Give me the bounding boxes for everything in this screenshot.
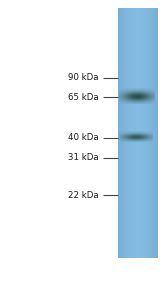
Text: 65 kDa: 65 kDa xyxy=(68,93,99,102)
Text: 90 kDa: 90 kDa xyxy=(68,74,99,83)
Text: 22 kDa: 22 kDa xyxy=(68,191,99,200)
Text: 31 kDa: 31 kDa xyxy=(68,153,99,162)
Text: 40 kDa: 40 kDa xyxy=(68,134,99,143)
